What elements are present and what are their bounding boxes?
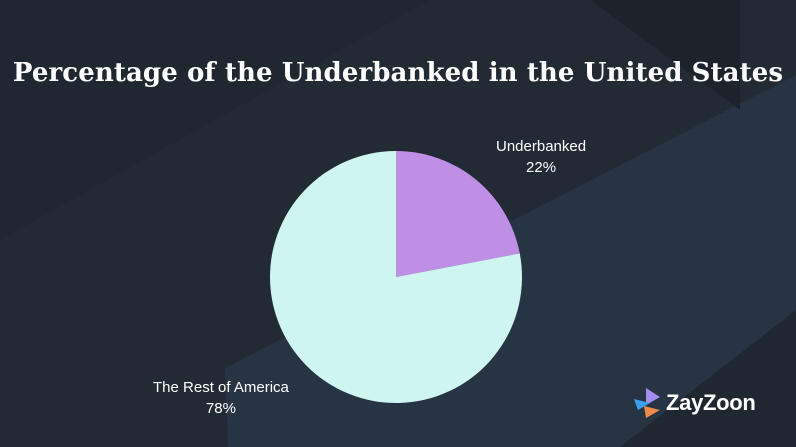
brand-logo: ZayZoon	[634, 386, 756, 420]
slice-name: The Rest of America	[153, 379, 289, 396]
pie-slice-the-rest-of-america	[270, 151, 523, 403]
background-corner	[590, 0, 740, 110]
slice-percent: 22%	[526, 159, 557, 176]
brand-name: ZayZoon	[666, 390, 756, 415]
zayzoon-logo-icon	[634, 388, 660, 418]
slice-percent: 78%	[205, 400, 236, 417]
slice-label-rest-of-america: The Rest of America 78%	[153, 377, 289, 419]
chart-title: Percentage of the Underbanked in the Uni…	[12, 58, 784, 88]
slice-label-underbanked: Underbanked 22%	[496, 136, 586, 178]
pie-slice-underbanked	[396, 150, 520, 277]
slice-name: Underbanked	[496, 138, 587, 155]
